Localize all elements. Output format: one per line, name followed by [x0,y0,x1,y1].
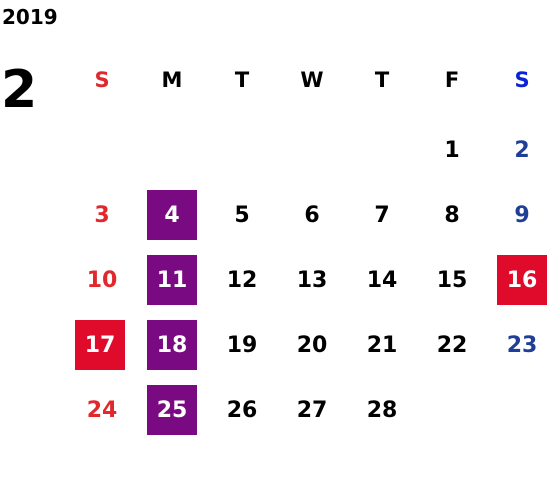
day-cell[interactable]: 7 [374,202,390,228]
month-label: 2 [1,60,38,120]
day-cell[interactable]: 9 [514,202,530,228]
day-cell[interactable]: 2 [514,137,530,163]
day-cell[interactable]: 28 [366,397,398,423]
day-cell-highlighted[interactable]: 11 [147,255,197,305]
day-cell[interactable]: 10 [86,267,118,293]
day-cell[interactable]: 14 [366,267,398,293]
day-cell[interactable]: 1 [444,137,460,163]
weekday-header-monday: M [161,68,183,92]
day-cell[interactable]: 27 [296,397,328,423]
day-cell[interactable]: 19 [226,332,258,358]
day-cell[interactable]: 15 [436,267,468,293]
day-cell[interactable]: 13 [296,267,328,293]
day-cell[interactable]: 24 [86,397,118,423]
day-cell[interactable]: 21 [366,332,398,358]
day-cell[interactable]: 5 [234,202,250,228]
day-cell[interactable]: 12 [226,267,258,293]
day-cell[interactable]: 26 [226,397,258,423]
weekday-header-friday: F [444,68,460,92]
day-cell[interactable]: 23 [506,332,538,358]
weekday-header-tuesday: T [234,68,250,92]
day-cell-highlighted[interactable]: 18 [147,320,197,370]
year-label: 2019 [2,5,58,29]
day-cell-highlighted[interactable]: 4 [147,190,197,240]
weekday-header-wednesday: W [300,68,324,92]
day-cell-holiday[interactable]: 16 [497,255,547,305]
day-cell[interactable]: 20 [296,332,328,358]
weekday-header-saturday: S [514,68,530,92]
weekday-header-thursday: T [374,68,390,92]
day-cell-highlighted[interactable]: 25 [147,385,197,435]
day-cell[interactable]: 3 [94,202,110,228]
weekday-header-sunday: S [94,68,110,92]
day-cell[interactable]: 22 [436,332,468,358]
day-cell[interactable]: 6 [304,202,320,228]
day-cell-holiday[interactable]: 17 [75,320,125,370]
day-cell[interactable]: 8 [444,202,460,228]
